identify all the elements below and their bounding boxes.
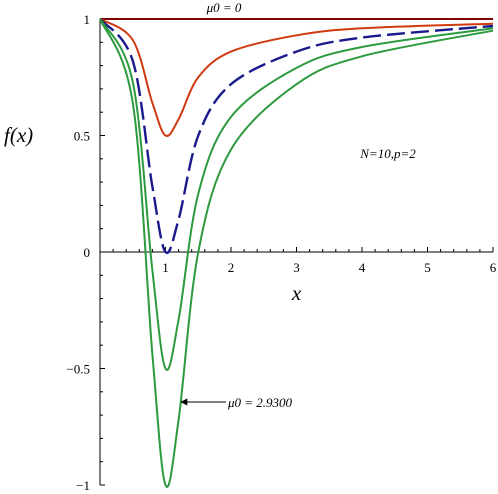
x-tick-label: 1 <box>162 260 169 275</box>
y-tick-label: 0 <box>84 245 91 260</box>
labels: f(x) x N=10,p=2 μ0 = 0 μ0 = 2.9300 <box>4 0 416 410</box>
mu0-max-annotation: μ0 = 2.9300 <box>227 395 293 410</box>
y-axis-label: f(x) <box>4 123 33 147</box>
mu0-zero-annotation: μ0 = 0 <box>206 0 242 15</box>
series-line-2 <box>99 18 494 137</box>
x-tick-label: 5 <box>424 260 431 275</box>
y-tick-label: −0.5 <box>66 362 90 377</box>
y-tick-label: 0.5 <box>74 129 90 144</box>
series-line-3 <box>99 18 494 255</box>
x-tick-label: 4 <box>359 260 366 275</box>
axes: 1 2 3 4 5 6 −1 −0.5 0 0.5 1 <box>66 12 496 493</box>
x-axis-label: x <box>291 281 302 305</box>
series-line-4 <box>99 18 494 371</box>
x-tick-label: 6 <box>490 260 497 275</box>
parameter-annotation: N=10,p=2 <box>359 146 416 161</box>
x-tick-label: 3 <box>293 260 300 275</box>
y-tick-label: −1 <box>76 478 90 493</box>
x-tick-label: 2 <box>228 260 235 275</box>
series-line-5 <box>99 18 494 488</box>
series-group <box>99 18 494 488</box>
y-tick-label: 1 <box>84 12 91 27</box>
